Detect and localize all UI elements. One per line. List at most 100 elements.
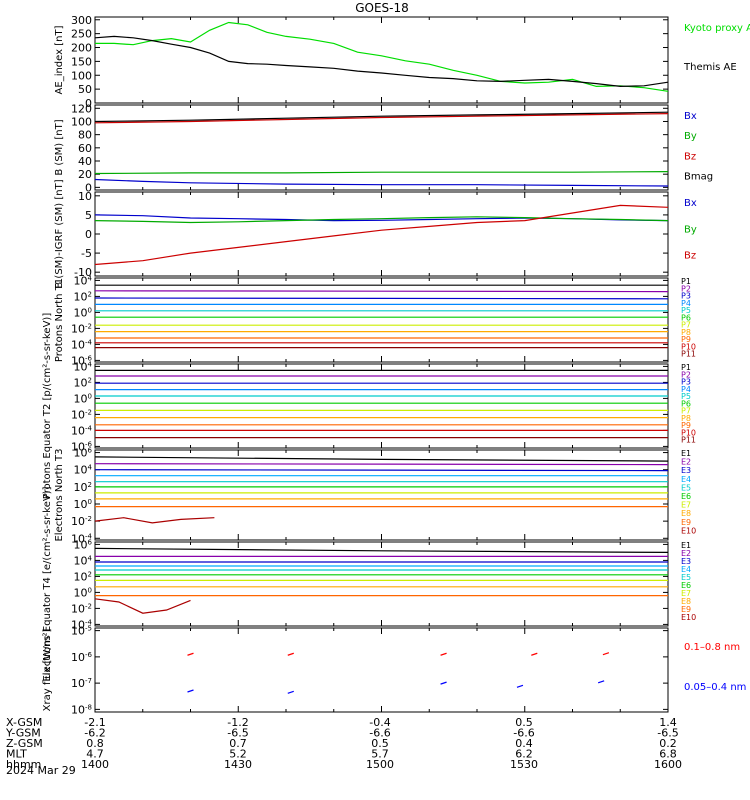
- legend-label: P2: [681, 370, 691, 379]
- orbit-row-value: -1.2: [227, 716, 248, 729]
- legend-label: E6: [681, 581, 691, 590]
- legend-label: E3: [681, 466, 691, 475]
- series-line: [94, 598, 191, 614]
- legend-label: P2: [681, 284, 691, 293]
- panel-frame: [94, 191, 669, 277]
- legend-label: By: [684, 224, 697, 235]
- y-tick-label: 10-4: [71, 338, 93, 351]
- y-tick-label: 0: [85, 228, 92, 241]
- legend-label: P11: [681, 436, 696, 445]
- orbit-row-value: 0.8: [86, 737, 104, 750]
- legend-label: 0.05–0.4 nm: [684, 682, 746, 693]
- legend-label: P5: [681, 306, 691, 315]
- y-tick-label: 0: [85, 97, 92, 110]
- orbit-row-label: Z-GSM: [6, 737, 43, 750]
- y-tick-label: 10-4: [71, 618, 93, 631]
- legend-label: E10: [681, 526, 696, 535]
- y-tick-label: 100: [71, 69, 92, 82]
- y-tick-label: 120: [71, 102, 92, 115]
- legend-label: P10: [681, 342, 696, 351]
- series-line: [94, 290, 669, 293]
- legend-label: P9: [681, 335, 691, 344]
- y-tick-label: 10-2: [71, 408, 92, 421]
- data-point: [187, 652, 194, 656]
- orbit-row-value: 5.2: [229, 748, 247, 761]
- orbit-row-value: -6.6: [513, 727, 534, 740]
- legend-label: P3: [681, 292, 691, 301]
- y-tick-label: 10-5: [71, 625, 92, 638]
- orbit-row-value: 0.5: [371, 737, 389, 750]
- series-line: [94, 456, 669, 462]
- figure-title: GOES-18: [355, 1, 409, 15]
- panel-7: 106 104 102 100 10-2 10-4 Electrons Equator T4…: [42, 486, 696, 681]
- legend-label: P10: [681, 428, 696, 437]
- legend-label: E8: [681, 597, 691, 606]
- orbit-row-value: 1500: [366, 758, 394, 771]
- orbit-row-value: 6.8: [659, 748, 677, 761]
- legend-label: P6: [681, 399, 691, 408]
- series-line: [94, 178, 669, 187]
- legend-label: P6: [681, 313, 691, 322]
- legend-label: Bz: [684, 151, 696, 162]
- legend-label: Bx: [684, 198, 697, 209]
- legend-label: P5: [681, 392, 691, 401]
- orbit-row-value: 1.4: [659, 716, 677, 729]
- legend-label: P11: [681, 350, 696, 359]
- series-line: [94, 469, 669, 472]
- legend-label: P1: [681, 277, 691, 286]
- y-tick-label: 106: [74, 538, 93, 551]
- y-tick-label: 10-4: [71, 424, 93, 437]
- legend-label: Bz: [684, 251, 696, 262]
- orbit-row-label: hhmm: [6, 758, 41, 771]
- panel-frame: [94, 627, 669, 713]
- y-tick-label: 104: [74, 274, 93, 287]
- legend-label: P4: [681, 385, 691, 394]
- y-tick-label: 104: [74, 464, 93, 477]
- y-tick-label: 102: [74, 376, 92, 389]
- series-line: [94, 204, 669, 266]
- y-tick-label: 10-6: [71, 440, 93, 453]
- series-line: [94, 113, 669, 124]
- y-tick-label: 60: [78, 142, 92, 155]
- date-label: 2024 Mar 29: [6, 764, 76, 777]
- y-axis-label: Electrons Equator T4 [e/(cm²-s-sr-keV)]: [42, 486, 53, 681]
- orbit-row-value: 1400: [81, 758, 109, 771]
- y-axis-label: B (SM)-IGRF (SM) [nT]: [54, 179, 65, 288]
- legend-label: E6: [681, 492, 691, 501]
- legend-label: P1: [681, 363, 691, 372]
- orbit-row-value: 1600: [654, 758, 682, 771]
- legend-label: E9: [681, 605, 691, 614]
- y-tick-label: 80: [78, 129, 92, 142]
- data-point: [187, 689, 194, 693]
- legend-label: E10: [681, 613, 696, 622]
- legend-label: E8: [681, 509, 691, 518]
- legend-label: P3: [681, 378, 691, 387]
- panel-8: 10-5 10-6 10-7 10-8 Xray flux [W/m²] 0.1–0.8 …: [42, 625, 746, 717]
- series-line: [94, 171, 669, 175]
- legend-label: E4: [681, 475, 691, 484]
- y-tick-label: 40: [78, 155, 92, 168]
- y-tick-label: 100: [74, 586, 92, 599]
- legend-label: E4: [681, 565, 691, 574]
- legend-label: E3: [681, 557, 691, 566]
- y-axis-label: Xray flux [W/m²]: [42, 629, 53, 712]
- orbit-row-value: 1530: [510, 758, 538, 771]
- y-tick-label: 5: [85, 209, 92, 222]
- y-axis-label: B (SM) [nT]: [54, 119, 65, 175]
- y-tick-label: -5: [81, 247, 92, 260]
- legend-label: E7: [681, 589, 691, 598]
- orbit-row-value: 0.5: [515, 716, 533, 729]
- panel-frame: [94, 16, 669, 104]
- y-tick-label: 10-6: [71, 651, 93, 664]
- y-axis-label: Protons North T1: [54, 278, 65, 362]
- series-line: [94, 216, 669, 224]
- y-tick-label: 10-2: [71, 322, 92, 335]
- legend-label: P8: [681, 328, 691, 337]
- y-axis-label: AE_index [nT]: [54, 25, 65, 94]
- legend-label: Bmag: [684, 172, 713, 183]
- legend-label: By: [684, 131, 697, 142]
- series-line: [95, 21, 669, 92]
- orbit-row-value: -6.5: [227, 727, 248, 740]
- y-tick-label: 300: [71, 14, 92, 27]
